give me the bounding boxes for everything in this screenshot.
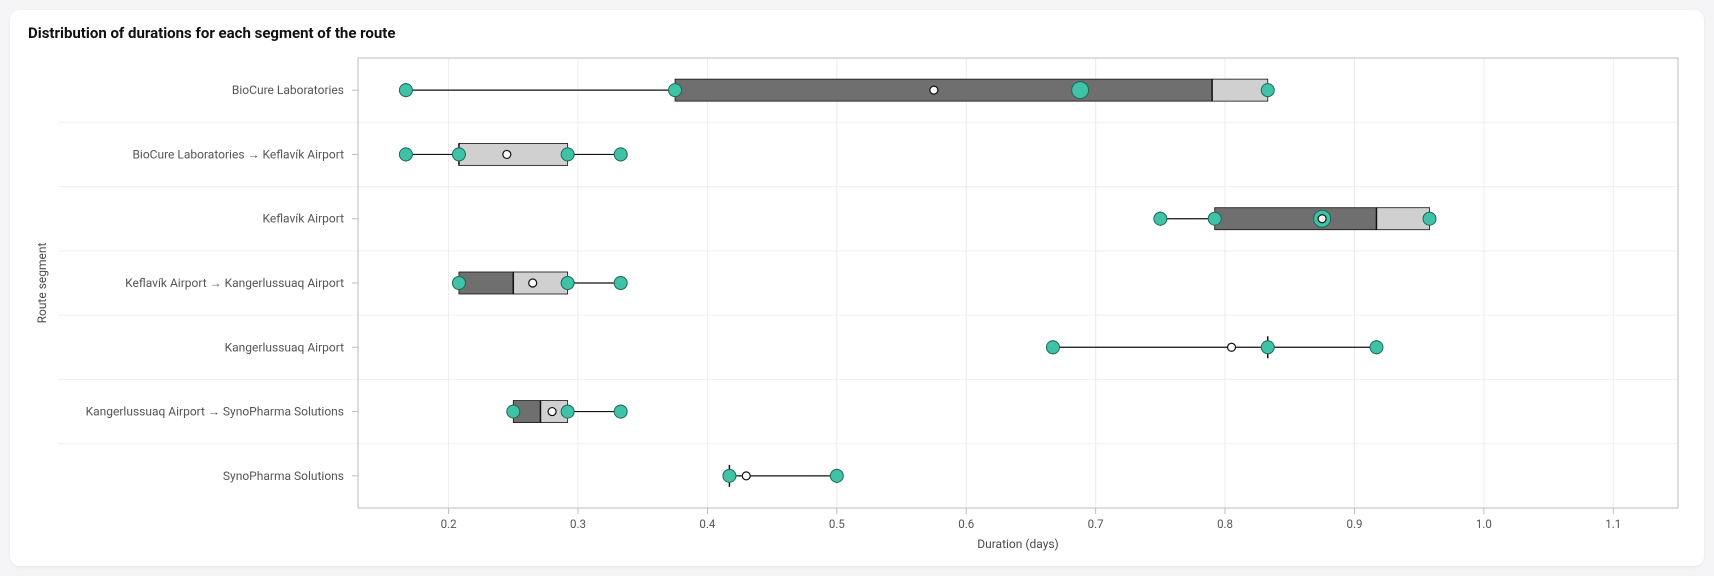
data-point bbox=[452, 148, 465, 161]
mean-marker bbox=[742, 472, 750, 480]
data-point bbox=[830, 469, 843, 482]
data-point bbox=[1261, 84, 1274, 97]
chart-card: Distribution of durations for each segme… bbox=[10, 10, 1704, 566]
x-tick-label: 0.3 bbox=[570, 517, 586, 531]
data-point bbox=[723, 469, 736, 482]
x-axis-label: Duration (days) bbox=[977, 537, 1059, 551]
data-point bbox=[1046, 341, 1059, 354]
y-category-label: Keflavík Airport bbox=[262, 212, 344, 226]
data-point bbox=[1208, 212, 1221, 225]
y-category-label: Kangerlussuaq Airport bbox=[225, 340, 344, 354]
y-category-label: BioCure Laboratories bbox=[232, 83, 344, 97]
x-tick-label: 0.9 bbox=[1346, 517, 1362, 531]
x-tick-label: 0.4 bbox=[699, 517, 715, 531]
data-point bbox=[614, 405, 627, 418]
mean-marker bbox=[1318, 215, 1326, 223]
mean-marker bbox=[529, 279, 537, 287]
data-point bbox=[669, 84, 682, 97]
y-category-label: Kangerlussuaq Airport → SynoPharma Solut… bbox=[86, 405, 344, 419]
x-tick-label: 0.2 bbox=[441, 517, 457, 531]
data-point bbox=[1154, 212, 1167, 225]
data-point bbox=[1072, 82, 1089, 99]
boxplot-svg: BioCure Laboratories BioCure Laboratories… bbox=[28, 48, 1698, 558]
data-point bbox=[1370, 341, 1383, 354]
chart-container: BioCure Laboratories BioCure Laboratories… bbox=[28, 48, 1686, 558]
mean-marker bbox=[503, 150, 511, 158]
data-point bbox=[614, 277, 627, 290]
chart-title: Distribution of durations for each segme… bbox=[28, 24, 1686, 42]
x-tick-label: 1.1 bbox=[1605, 517, 1621, 531]
x-tick-label: 0.7 bbox=[1088, 517, 1104, 531]
mean-marker bbox=[1228, 343, 1236, 351]
mean-marker bbox=[548, 408, 556, 416]
data-point bbox=[614, 148, 627, 161]
data-point bbox=[1423, 212, 1436, 225]
mean-marker bbox=[930, 86, 938, 94]
y-category-label: SynoPharma Solutions bbox=[223, 469, 344, 483]
data-point bbox=[399, 148, 412, 161]
x-tick-label: 1.0 bbox=[1476, 517, 1492, 531]
data-point bbox=[399, 84, 412, 97]
y-category-label: BioCure Laboratories → Keflavík Airport bbox=[132, 147, 344, 161]
y-axis-label: Route segment bbox=[35, 243, 49, 324]
data-point bbox=[507, 405, 520, 418]
y-category-label: Keflavík Airport → Kangerlussuaq Airport bbox=[125, 276, 344, 290]
x-tick-label: 0.8 bbox=[1217, 517, 1233, 531]
data-point bbox=[561, 405, 574, 418]
data-point bbox=[561, 277, 574, 290]
x-tick-label: 0.6 bbox=[958, 517, 974, 531]
data-point bbox=[561, 148, 574, 161]
data-point bbox=[1261, 341, 1274, 354]
data-point bbox=[452, 277, 465, 290]
x-tick-label: 0.5 bbox=[829, 517, 845, 531]
